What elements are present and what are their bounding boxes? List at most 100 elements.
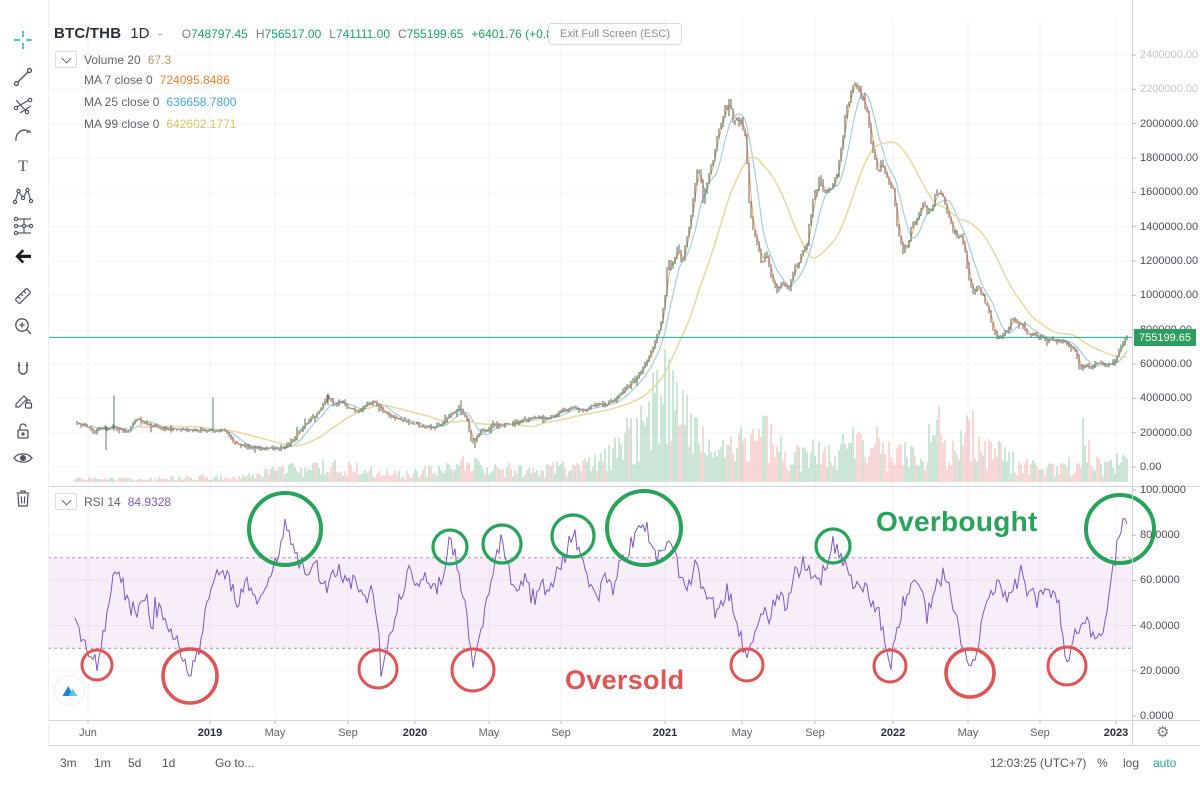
time-tick-label-2019[interactable]: 2019 <box>197 727 223 739</box>
unlock-tool-button[interactable] <box>8 416 38 446</box>
auto-scale-button[interactable]: auto <box>1153 756 1177 770</box>
overbought-circle[interactable] <box>247 491 323 567</box>
ma-line-ma7 <box>78 84 1128 449</box>
rsi-label[interactable]: RSI 14 <box>84 494 121 509</box>
arrow-left-tool-button[interactable] <box>8 241 38 271</box>
volume-bar <box>664 349 666 482</box>
time-tick-label-2022[interactable]: 2022 <box>880 727 906 739</box>
volume-bar <box>660 395 662 482</box>
clock[interactable]: 12:03:25 (UTC+7) <box>990 756 1087 770</box>
log-scale-button[interactable]: log <box>1123 756 1140 770</box>
symbol-name[interactable]: BTC/THB <box>54 25 122 42</box>
time-tick-label-2021[interactable]: 2021 <box>652 727 678 739</box>
volume-bar <box>338 473 340 482</box>
ma7-label[interactable]: MA 7 close 0 <box>84 73 153 87</box>
ma7-value: 724095.8486 <box>159 73 230 87</box>
volume-bar <box>592 466 594 482</box>
gann-fib-tool-button[interactable] <box>8 91 38 121</box>
ma-line-ma99 <box>139 141 1128 447</box>
volume-bar <box>934 434 936 482</box>
overbought-circle[interactable] <box>1084 493 1156 565</box>
volume-bar <box>770 424 772 482</box>
oversold-circle[interactable] <box>944 647 996 699</box>
overbought-circle[interactable] <box>431 528 469 566</box>
time-tick-label-2020[interactable]: 2020 <box>402 727 428 739</box>
time-tick-label-may[interactable]: May <box>264 727 286 739</box>
volume-bar <box>924 470 926 482</box>
oversold-circle[interactable] <box>450 647 496 693</box>
volume-bar <box>596 470 598 482</box>
volume-bar <box>264 469 266 482</box>
oversold-circle[interactable] <box>729 647 765 683</box>
range-button-1m[interactable]: 1m <box>94 756 111 770</box>
drawing-toolbar: T <box>0 0 48 746</box>
time-tick-label-sep[interactable]: Sep <box>805 727 825 739</box>
goto-button[interactable]: Go to... <box>215 756 255 770</box>
ma25-label[interactable]: MA 25 close 0 <box>84 95 160 109</box>
volume-bar <box>936 419 938 482</box>
range-button-1d[interactable]: 1d <box>162 756 176 770</box>
legend-collapse-button[interactable] <box>55 51 77 68</box>
overbought-circle[interactable] <box>481 523 523 565</box>
volume-bar <box>782 460 784 482</box>
time-tick-label-may[interactable]: May <box>957 727 979 739</box>
time-tick-label-2023[interactable]: 2023 <box>1103 727 1129 739</box>
volume-bar <box>912 447 914 482</box>
ma99-label[interactable]: MA 99 close 0 <box>84 117 160 131</box>
oversold-circle[interactable] <box>357 648 399 690</box>
rsi-tick-label: 80.0000 <box>1140 529 1180 541</box>
time-tick-label-sep[interactable]: Sep <box>338 727 358 739</box>
oversold-annotation[interactable]: Oversold <box>565 665 685 695</box>
magnet-tool-button[interactable] <box>8 355 38 385</box>
oversold-circle[interactable] <box>872 648 908 684</box>
exit-fullscreen-button[interactable]: Exit Full Screen (ESC) <box>548 23 683 45</box>
oversold-circle[interactable] <box>1046 645 1088 687</box>
overbought-circle[interactable] <box>605 489 683 567</box>
ma99-value: 642602.1771 <box>166 117 237 131</box>
crosshair-tool-button[interactable] <box>8 25 38 55</box>
volume-bar <box>1078 463 1080 482</box>
overbought-circle[interactable] <box>550 513 596 559</box>
text-tool-tool-button[interactable]: T <box>8 151 38 181</box>
volume-bar <box>882 442 884 482</box>
time-tick-label-sep[interactable]: Sep <box>551 727 571 739</box>
brush-tool-button[interactable] <box>8 121 38 151</box>
volume-bar <box>836 469 838 482</box>
xabcd-pattern-tool-button[interactable] <box>8 181 38 211</box>
draw-lock-tool-button[interactable] <box>8 385 38 415</box>
volume-bar <box>140 479 142 482</box>
volume-bar <box>194 479 196 482</box>
volume-bar <box>504 477 506 482</box>
zoom-in-tool-button[interactable] <box>8 311 38 341</box>
volume-legend-row: Volume 20 67.3 <box>55 51 171 68</box>
interval-selector[interactable]: 1D <box>130 25 150 42</box>
trend-line-tool-button[interactable] <box>8 62 38 92</box>
forecast-position-tool-button[interactable] <box>8 211 38 241</box>
oversold-circle[interactable] <box>161 647 219 705</box>
volume-bar <box>374 477 376 482</box>
percent-scale-button[interactable]: % <box>1097 756 1108 770</box>
volume-bar <box>498 468 500 482</box>
volume-bar <box>542 471 544 482</box>
volume-label[interactable]: Volume 20 <box>84 52 141 67</box>
eye-tool-button[interactable] <box>8 443 38 473</box>
volume-bar <box>106 480 108 482</box>
range-button-3m[interactable]: 3m <box>60 756 77 770</box>
range-button-5d[interactable]: 5d <box>128 756 142 770</box>
volume-bar <box>462 455 464 482</box>
volume-bar <box>932 435 934 482</box>
time-tick-label-may[interactable]: May <box>731 727 753 739</box>
overbought-circle[interactable] <box>814 527 852 565</box>
time-tick-label-may[interactable]: May <box>478 727 500 739</box>
volume-bar <box>304 467 306 482</box>
volume-bar <box>380 476 382 482</box>
time-tick-label-jun[interactable]: Jun <box>79 727 97 739</box>
time-tick-label-sep[interactable]: Sep <box>1030 727 1050 739</box>
trash-tool-button[interactable] <box>8 483 38 513</box>
overbought-annotation[interactable]: Overbought <box>876 506 1038 537</box>
gear-icon[interactable]: ⚙ <box>1156 724 1170 741</box>
oversold-circle[interactable] <box>80 648 114 682</box>
rsi-collapse-button[interactable] <box>55 493 77 510</box>
volume-bar <box>158 477 160 482</box>
ruler-tool-button[interactable] <box>8 281 38 311</box>
